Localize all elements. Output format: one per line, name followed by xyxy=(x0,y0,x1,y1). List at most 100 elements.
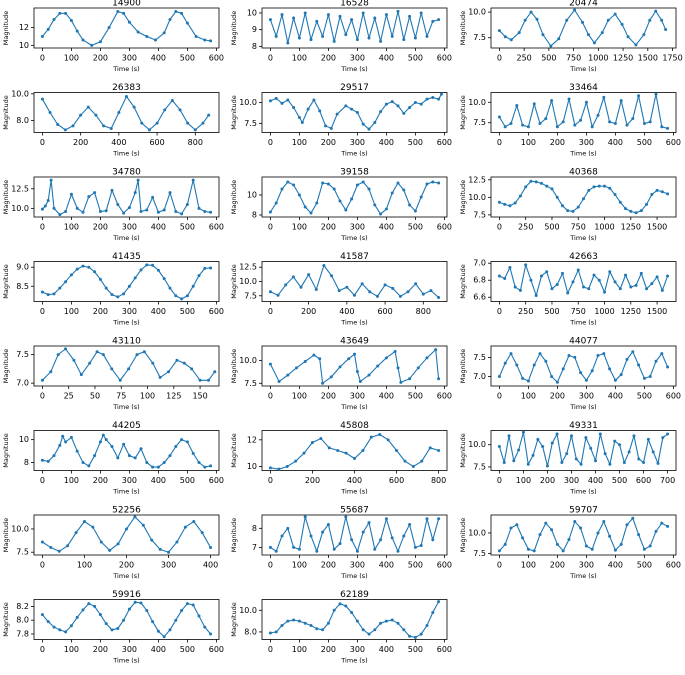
data-point xyxy=(661,436,665,440)
data-point xyxy=(82,520,86,524)
data-point xyxy=(158,547,162,551)
data-point xyxy=(508,265,512,269)
data-point xyxy=(292,106,296,109)
data-point xyxy=(186,121,190,125)
data-line xyxy=(498,517,668,552)
plot-frame xyxy=(261,92,448,133)
data-point xyxy=(191,178,195,182)
data-point xyxy=(280,101,284,105)
data-point xyxy=(141,523,145,527)
data-point xyxy=(384,356,388,360)
data-line xyxy=(270,601,440,638)
subplot-title: 62189 xyxy=(340,590,369,600)
data-point xyxy=(136,30,140,34)
data-point xyxy=(274,34,278,38)
data-point xyxy=(322,264,326,267)
data-line xyxy=(41,95,210,131)
y-tick-label: 7.5 xyxy=(16,350,29,359)
data-point xyxy=(142,350,146,354)
data-point xyxy=(127,206,131,210)
data-point xyxy=(110,445,114,448)
data-point xyxy=(127,20,131,24)
y-tick-label: 12 xyxy=(247,435,257,444)
y-axis-label: Magnitude xyxy=(2,518,10,552)
data-point xyxy=(373,203,377,207)
plot-frame xyxy=(261,345,448,387)
data-point xyxy=(46,199,50,203)
x-tick-label: 1250 xyxy=(621,307,641,316)
data-point xyxy=(600,31,604,35)
data-point xyxy=(98,613,102,617)
data-point xyxy=(191,603,195,607)
data-point xyxy=(379,39,383,43)
plot-frame xyxy=(490,92,677,133)
y-tick-label: 10.0 xyxy=(239,98,257,107)
data-point xyxy=(122,618,126,622)
data-point xyxy=(180,212,184,216)
data-point xyxy=(280,534,284,538)
y-tick-label: 12 xyxy=(19,23,29,32)
data-point xyxy=(648,374,652,378)
data-point xyxy=(538,352,542,356)
x-tick-label: 0 xyxy=(497,223,502,232)
subplot: 20474 Time (s) Magnitude 0 250 500 750 1000 1250… xyxy=(459,0,683,73)
data-point xyxy=(567,537,571,541)
data-point xyxy=(93,270,97,274)
data-point xyxy=(660,288,664,292)
data-point xyxy=(524,185,528,189)
data-point xyxy=(526,462,530,466)
x-tick-label: 200 xyxy=(550,561,565,570)
data-point xyxy=(532,102,536,106)
data-point xyxy=(337,289,341,293)
y-axis-label: Magnitude xyxy=(230,180,238,214)
x-tick-label: 100 xyxy=(64,223,79,232)
x-tick-label: 300 xyxy=(350,138,365,147)
data-point xyxy=(396,366,400,370)
data-point xyxy=(590,547,594,551)
data-point xyxy=(608,120,612,124)
data-point xyxy=(368,290,372,294)
data-point xyxy=(286,41,290,45)
plot-frame xyxy=(33,176,220,218)
y-tick-label: 8.0 xyxy=(244,627,257,636)
data-point xyxy=(413,545,417,549)
x-tick-label: 200 xyxy=(321,561,336,570)
x-tick-label: 500 xyxy=(408,138,423,147)
data-point xyxy=(174,294,178,298)
data-point xyxy=(175,358,179,362)
y-tick-label: 7.5 xyxy=(473,210,486,219)
data-point xyxy=(390,100,394,104)
data-line xyxy=(41,10,211,46)
data-point xyxy=(332,187,336,191)
data-point xyxy=(526,125,530,129)
data-point xyxy=(327,446,331,450)
data-point xyxy=(598,432,602,436)
x-tick-label: 100 xyxy=(521,138,536,147)
data-point xyxy=(72,358,76,362)
data-point xyxy=(102,124,106,128)
data-line xyxy=(499,9,667,47)
data-point xyxy=(402,38,406,42)
data-point xyxy=(87,602,91,606)
data-point xyxy=(81,608,85,612)
data-point xyxy=(87,195,91,199)
data-line xyxy=(41,601,212,638)
data-point xyxy=(584,100,588,104)
data-point xyxy=(295,366,299,370)
data-point xyxy=(155,121,159,125)
y-axis-label: Magnitude xyxy=(230,11,238,45)
data-point xyxy=(268,290,272,294)
data-point xyxy=(425,97,429,101)
plot-frame xyxy=(33,599,220,640)
data-point xyxy=(98,277,102,281)
y-tick-label: 8 xyxy=(252,524,257,533)
data-point xyxy=(125,95,128,98)
x-tick-label: 300 xyxy=(350,392,365,401)
data-point xyxy=(180,438,184,442)
y-tick-label: 10.0 xyxy=(239,606,257,615)
data-point xyxy=(174,618,178,622)
x-axis-label: Time (s) xyxy=(340,150,367,158)
data-point xyxy=(390,34,394,38)
data-point xyxy=(185,602,189,606)
